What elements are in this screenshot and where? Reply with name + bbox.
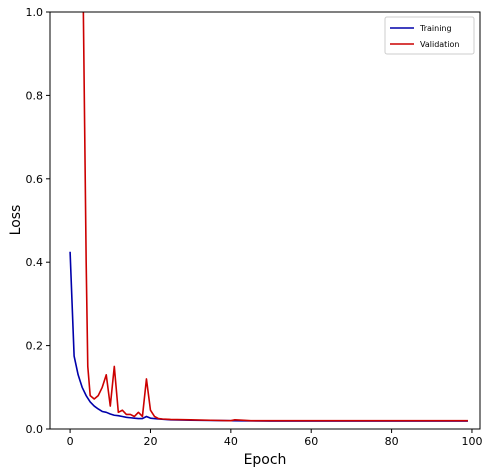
x-tick-label: 40 bbox=[224, 435, 238, 448]
y-tick-label: 1.0 bbox=[26, 6, 44, 19]
legend-label-training: Training bbox=[419, 24, 452, 33]
y-axis-title: Loss bbox=[8, 205, 24, 236]
plot-frame bbox=[49, 11, 481, 430]
x-tick-label: 20 bbox=[143, 435, 157, 448]
legend: Training Validation bbox=[384, 16, 475, 55]
x-tick-label: 0 bbox=[67, 435, 74, 448]
x-tick-label: 80 bbox=[385, 435, 399, 448]
legend-label-validation: Validation bbox=[420, 40, 460, 49]
x-tick-label: 60 bbox=[304, 435, 318, 448]
y-tick-label: 0.4 bbox=[26, 256, 44, 269]
series-line-validation bbox=[82, 11, 468, 422]
series-layer bbox=[69, 11, 468, 422]
y-tick-label: 0.2 bbox=[26, 340, 44, 353]
x-axis-title: Epoch bbox=[244, 452, 287, 468]
y-tick-label: 0.6 bbox=[26, 173, 44, 186]
ticks-layer: 0 20 40 60 80 100 0.0 0.2 0.4 0.6 0.8 1.0 bbox=[26, 6, 483, 448]
x-tick-label: 100 bbox=[461, 435, 482, 448]
y-tick-label: 0.0 bbox=[26, 423, 44, 436]
y-tick-label: 0.8 bbox=[26, 89, 44, 102]
